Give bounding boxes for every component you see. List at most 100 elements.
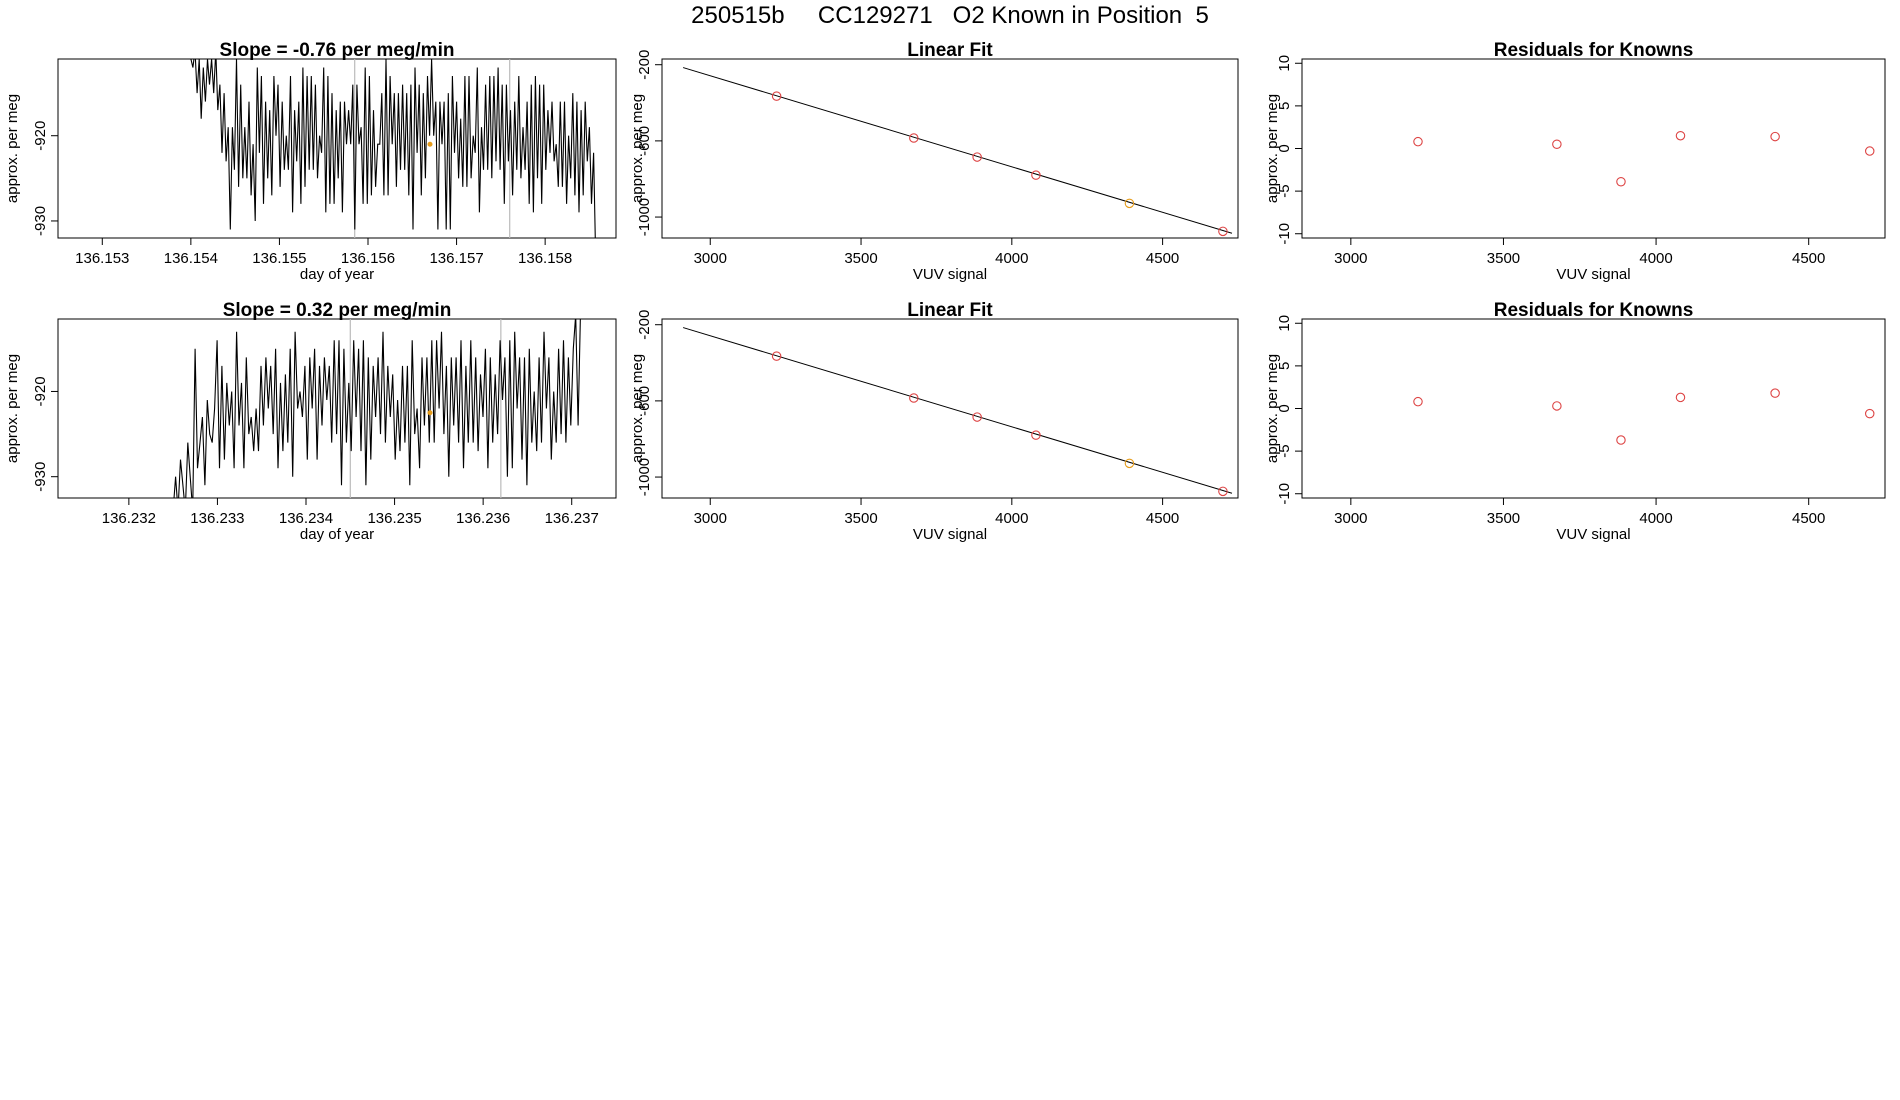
y-tick-label: -930 [32, 462, 49, 492]
panel-residuals-top: Residuals for Knowns 3000 3500 4000 4500 VUV … [1265, 40, 1886, 283]
y-tick-label: -200 [636, 310, 653, 340]
x-tick-label: 136.236 [456, 510, 510, 527]
x-tick-label: 4500 [1792, 250, 1825, 267]
plot-frame [57, 58, 617, 239]
x-axis-label: day of year [300, 266, 374, 283]
position-point [1124, 198, 1135, 209]
x-tick-label: 136.153 [75, 250, 129, 267]
chart-title: Slope = 0.32 per meg/min [223, 300, 452, 321]
known-point [1552, 401, 1562, 411]
y-tick-label: -920 [32, 121, 49, 151]
y-tick-label: -1000 [636, 198, 653, 236]
chart-title: Linear Fit [907, 300, 993, 321]
x-tick-label: 136.154 [164, 250, 218, 267]
plot-area [1413, 388, 1875, 445]
y-tick-label: 5 [1276, 102, 1293, 110]
y-axis-label: approx. per meg [1265, 94, 1281, 203]
x-tick-label: 4000 [1639, 250, 1672, 267]
y-tick-label: 10 [1276, 315, 1293, 332]
y-tick-label: -600 [636, 126, 653, 156]
known-point [1218, 226, 1228, 237]
y-axis-label: approx. per meg [4, 354, 21, 463]
panel-linear-fit-top: Linear Fit 3000 3500 4000 4500 VUV signal -200… [630, 40, 1239, 283]
known-point [1413, 396, 1423, 407]
x-tick-label: 3500 [1487, 250, 1520, 267]
known-point [1218, 486, 1228, 497]
x-axis-label: VUV signal [913, 526, 987, 543]
known-point [771, 351, 782, 361]
plot-frame [661, 58, 1239, 239]
y-tick-label: -600 [636, 386, 653, 416]
x-axis-label: VUV signal [1556, 266, 1630, 283]
y-axis-label: approx. per meg [630, 94, 646, 203]
known-point [1770, 131, 1780, 142]
y-tick-label: -10 [1276, 223, 1293, 245]
x-tick-label: 3000 [694, 250, 727, 267]
x-tick-label: 136.237 [545, 510, 599, 527]
known-point [1675, 130, 1686, 141]
x-axis-label: VUV signal [913, 266, 987, 283]
plot-frame [661, 318, 1239, 499]
chart-title: Residuals for Knowns [1494, 40, 1694, 61]
plot-area [190, 59, 596, 238]
y-tick-label: 0 [1276, 144, 1293, 152]
fit-line [682, 67, 1233, 234]
known-point [771, 91, 782, 101]
panel-residuals-bottom: Residuals for Knowns 3000 3500 4000 4500 VUV … [1265, 300, 1886, 543]
y-axis-label: approx. per meg [630, 354, 646, 463]
signal-series-line [190, 59, 596, 238]
x-tick-label: 136.155 [252, 250, 306, 267]
known-point [1864, 146, 1875, 156]
chart-title: Linear Fit [907, 40, 993, 61]
known-point [1552, 139, 1562, 149]
figure-title: 250515b CC129271 O2 Known in Position 5 [691, 2, 1209, 29]
x-tick-label: 136.232 [102, 510, 156, 527]
known-point [1675, 392, 1686, 403]
known-point [909, 133, 919, 143]
x-tick-label: 3500 [1487, 510, 1520, 527]
y-tick-label: -5 [1276, 444, 1293, 457]
known-point [972, 152, 982, 162]
x-axis-label: day of year [300, 526, 374, 543]
panel-time-series-bottom: Slope = 0.32 per meg/min 136.232 136.233 13… [4, 300, 617, 543]
plot-frame [1301, 58, 1886, 239]
x-tick-label: 4500 [1146, 250, 1179, 267]
known-point [972, 412, 982, 422]
known-point [1031, 430, 1041, 440]
y-tick-label: -1000 [636, 458, 653, 496]
known-point [1864, 408, 1875, 419]
plot-area [1413, 130, 1875, 187]
x-tick-label: 3000 [1334, 250, 1367, 267]
x-tick-label: 4000 [1639, 510, 1672, 527]
chart-title: Slope = -0.76 per meg/min [220, 40, 455, 61]
mean-marker-point [427, 410, 433, 416]
y-axis-label: approx. per meg [1265, 354, 1281, 463]
y-axis-label: approx. per meg [4, 94, 21, 203]
position-point [1124, 458, 1135, 469]
y-tick-label: 5 [1276, 362, 1293, 370]
plot-frame [57, 318, 617, 499]
y-tick-label: -10 [1276, 483, 1293, 505]
mean-marker-point [427, 141, 433, 147]
known-point [1616, 435, 1626, 445]
x-tick-label: 4000 [995, 250, 1028, 267]
x-tick-label: 136.156 [341, 250, 395, 267]
x-tick-label: 3500 [844, 510, 877, 527]
y-tick-label: 0 [1276, 404, 1293, 412]
x-tick-label: 3000 [1334, 510, 1367, 527]
panel-time-series-top: Slope = -0.76 per meg/min 136.153 136.154 1… [4, 40, 617, 283]
known-point [1770, 388, 1780, 398]
x-tick-label: 136.233 [190, 510, 244, 527]
panel-linear-fit-bottom: Linear Fit 3000 3500 4000 4500 VUV signal -200… [630, 300, 1239, 543]
plot-frame [1301, 318, 1886, 499]
y-tick-label: -920 [32, 376, 49, 406]
x-tick-label: 136.234 [279, 510, 333, 527]
y-tick-label: 10 [1276, 55, 1293, 72]
x-tick-label: 136.157 [429, 250, 483, 267]
x-tick-label: 4500 [1792, 510, 1825, 527]
x-tick-label: 4500 [1146, 510, 1179, 527]
y-tick-label: -200 [636, 50, 653, 80]
plot-area [682, 327, 1233, 497]
x-tick-label: 136.158 [518, 250, 572, 267]
chart-title: Residuals for Knowns [1494, 300, 1694, 321]
